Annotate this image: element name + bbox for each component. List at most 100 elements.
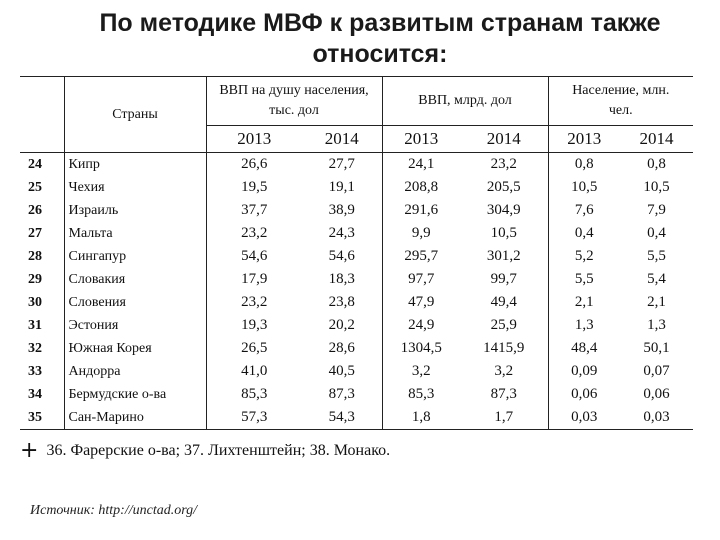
country-name: Мальта: [63, 222, 206, 245]
value-cell: 54,3: [302, 406, 383, 430]
value-cell: 0,8: [620, 152, 694, 176]
value-cell: 37,7: [205, 199, 302, 222]
footnote-text: 36. Фарерские о-ва; 37. Лихтенштейн; 38.…: [46, 442, 391, 459]
value-cell: 10,5: [643, 179, 670, 195]
countries-table: Страны ВВП на душу населения, тыс. дол В…: [20, 76, 694, 430]
value-cell: 0,03: [620, 406, 694, 430]
value-cell: 54,6: [205, 245, 302, 268]
table-row: 24 Кипр 26,6 27,7 24,1 23,2 0,8 0,8: [20, 152, 694, 176]
year-header: 2014: [620, 125, 694, 153]
table-row: 26 Израиль 37,7 38,9 291,6 304,9 7,6 7,9: [20, 199, 693, 222]
value-cell: 40,5: [328, 363, 355, 379]
year-header: 2014: [460, 125, 549, 153]
value-cell: 23,2: [460, 152, 549, 176]
country-name: Чехия: [63, 176, 206, 199]
value-cell: 19,3: [205, 314, 302, 337]
table-row: 33 Андорра 41,0 40,5 3,2 3,2 0,09 0,07: [20, 360, 693, 383]
table-row: 25 Чехия 19,5 19,1 208,8 205,5 10,5 10,5: [20, 176, 693, 199]
value-cell: 7,9: [647, 202, 666, 218]
value-cell: 301,2: [486, 248, 521, 264]
value-cell: 26,6: [205, 152, 302, 176]
value-cell: 205,5: [486, 179, 521, 195]
value-cell: 19,5: [205, 176, 302, 199]
row-number: 29: [28, 271, 42, 287]
value-cell: 1,8: [381, 406, 461, 430]
title-line-1: По методике МВФ к развитым странам также: [99, 9, 661, 37]
value-cell: 208,8: [381, 176, 461, 199]
value-cell: 27,7: [302, 152, 383, 176]
table-row: 35 Сан-Марино 57,3 54,3 1,8 1,7 0,03 0,03: [20, 406, 694, 430]
value-cell: 3,2: [494, 363, 514, 379]
value-cell: 10,5: [490, 225, 517, 241]
group-header-label: ВВП на душу населения,: [219, 83, 369, 98]
value-cell: 0,4: [547, 222, 621, 245]
value-cell: 47,9: [381, 291, 461, 314]
group-header-label: ВВП, млрд. дол: [418, 93, 512, 108]
value-cell: 295,7: [381, 245, 461, 268]
table-row: 34 Бермудские о-ва 85,3 87,3 85,3 87,3 0,06 0,0…: [20, 383, 693, 406]
group-header-label: тыс. дол: [269, 103, 319, 118]
value-cell: 2,1: [647, 294, 666, 310]
year-header: 2013: [547, 125, 621, 153]
country-name: Бермудские о-ва: [63, 383, 206, 406]
country-name: Сингапур: [63, 245, 206, 268]
country-name: Эстония: [63, 314, 206, 337]
row-number: 24: [20, 152, 64, 176]
value-cell: 50,1: [643, 340, 670, 356]
row-number: 33: [28, 363, 42, 379]
footnote: + 36. Фарерские о-ва; 37. Лихтенштейн; 3…: [20, 438, 390, 463]
country-name: Словения: [63, 291, 206, 314]
value-cell: 1,7: [460, 406, 549, 430]
source-note: Источник: http://unctad.org/: [30, 503, 198, 518]
table-body: 24 Кипр 26,6 27,7 24,1 23,2 0,8 0,8 25 Чехия 19,5 1…: [20, 152, 694, 430]
value-cell: 19,1: [328, 179, 355, 195]
row-number: 31: [28, 317, 42, 333]
value-cell: 26,5: [205, 337, 302, 360]
value-cell: 2,1: [547, 291, 621, 314]
group-header-gdp-per-capita: ВВП на душу населения, тыс. дол: [205, 76, 383, 126]
year-header: 2013: [205, 125, 302, 153]
value-cell: 5,2: [547, 245, 621, 268]
table-row: 28 Сингапур 54,6 54,6 295,7 301,2 5,2 5,5: [20, 245, 693, 268]
slide-title: По методике МВФ к развитым странам также…: [40, 8, 720, 70]
value-cell: 5,5: [547, 268, 621, 291]
countries-header: Страны: [63, 76, 206, 126]
value-cell: 0,09: [547, 360, 621, 383]
value-cell: 18,3: [328, 271, 355, 287]
value-cell: 24,9: [381, 314, 461, 337]
value-cell: 23,8: [328, 294, 355, 310]
value-cell: 17,9: [205, 268, 302, 291]
row-number: 34: [28, 386, 42, 402]
value-cell: 23,2: [205, 222, 302, 245]
value-cell: 97,7: [381, 268, 461, 291]
group-header-label: Население, млн.: [572, 83, 670, 98]
year-header: 2014: [302, 125, 383, 153]
group-header-population: Население, млн. чел.: [547, 76, 694, 126]
value-cell: 1415,9: [483, 340, 525, 356]
group-header-gdp: ВВП, млрд. дол: [381, 76, 549, 126]
value-cell: 0,8: [547, 152, 621, 176]
table-header-row: Страны ВВП на душу населения, тыс. дол В…: [20, 76, 694, 126]
value-cell: 57,3: [205, 406, 302, 430]
table-row: 32 Южная Корея 26,5 28,6 1304,5 1415,9 48,4 50,…: [20, 337, 693, 360]
row-number: 28: [28, 248, 42, 264]
year-header: 2013: [381, 125, 461, 153]
value-cell: 87,3: [328, 386, 355, 402]
value-cell: 20,2: [328, 317, 355, 333]
table-row: 31 Эстония 19,3 20,2 24,9 25,9 1,3 1,3: [20, 314, 693, 337]
row-number: 27: [28, 225, 42, 241]
value-cell: 25,9: [490, 317, 517, 333]
value-cell: 304,9: [486, 202, 521, 218]
value-cell: 24,1: [381, 152, 461, 176]
value-cell: 85,3: [205, 383, 302, 406]
value-cell: 0,06: [643, 386, 670, 402]
row-number: 30: [28, 294, 42, 310]
value-cell: 5,5: [647, 248, 666, 264]
title-line-2: относится:: [312, 40, 448, 68]
group-header-label: чел.: [608, 103, 633, 118]
years-row: 2013 2014 2013 2014 2013 2014: [20, 125, 694, 153]
country-name: Сан-Марино: [63, 406, 206, 430]
row-number: 32: [28, 340, 42, 356]
value-cell: 41,0: [205, 360, 302, 383]
value-cell: 10,5: [547, 176, 621, 199]
